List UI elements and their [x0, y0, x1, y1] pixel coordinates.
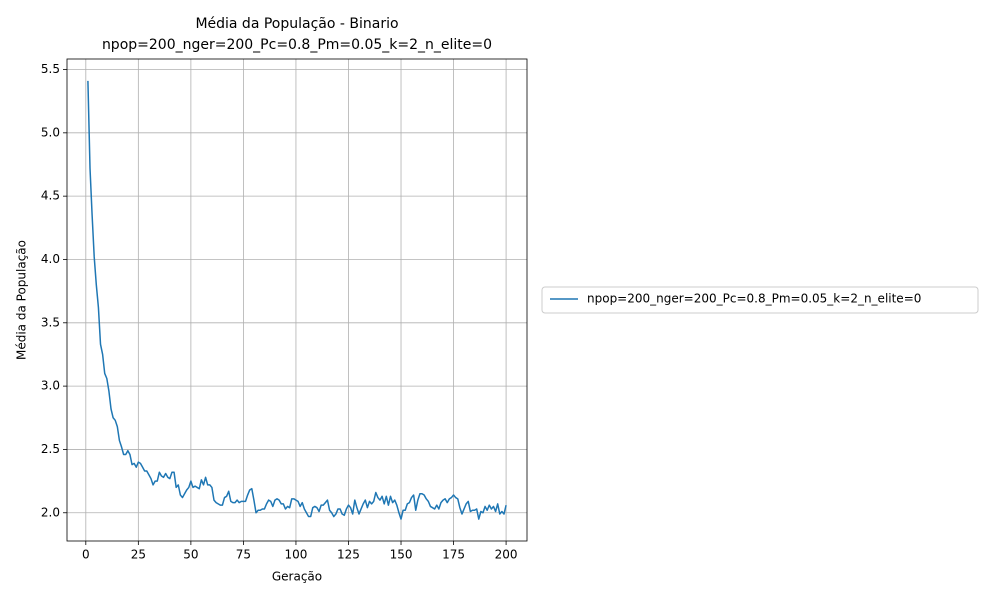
x-tick-label: 75 — [236, 548, 251, 562]
legend-box — [541, 286, 979, 314]
y-tick-label: 2.5 — [41, 442, 60, 456]
x-tick-label: 25 — [131, 548, 146, 562]
y-tick-label: 4.0 — [41, 252, 60, 266]
y-tick-label: 3.0 — [41, 379, 60, 393]
chart-title: Média da População - Binario — [195, 16, 398, 32]
x-tick-label: 100 — [284, 548, 307, 562]
x-tick-label: 200 — [495, 548, 518, 562]
x-tick-label: 50 — [183, 548, 198, 562]
y-tick-label: 4.5 — [41, 189, 60, 203]
y-tick-label: 3.5 — [41, 315, 60, 329]
x-tick-label: 175 — [442, 548, 465, 562]
plot-frame — [66, 58, 528, 542]
y-tick-label: 5.0 — [41, 125, 60, 139]
x-tick-label: 125 — [337, 548, 360, 562]
x-tick-label: 150 — [390, 548, 413, 562]
data-line — [87, 80, 507, 520]
y-tick-label: 5.5 — [41, 62, 60, 76]
x-tick-label: 0 — [82, 548, 90, 562]
x-axis-label: Geração — [272, 570, 322, 584]
y-tick-label: 2.0 — [41, 505, 60, 519]
y-axis-label: Média da População — [15, 240, 29, 360]
chart-subtitle: npop=200_nger=200_Pc=0.8_Pm=0.05_k=2_n_e… — [102, 37, 492, 53]
legend-label: npop=200_nger=200_Pc=0.8_Pm=0.05_k=2_n_e… — [587, 292, 921, 306]
